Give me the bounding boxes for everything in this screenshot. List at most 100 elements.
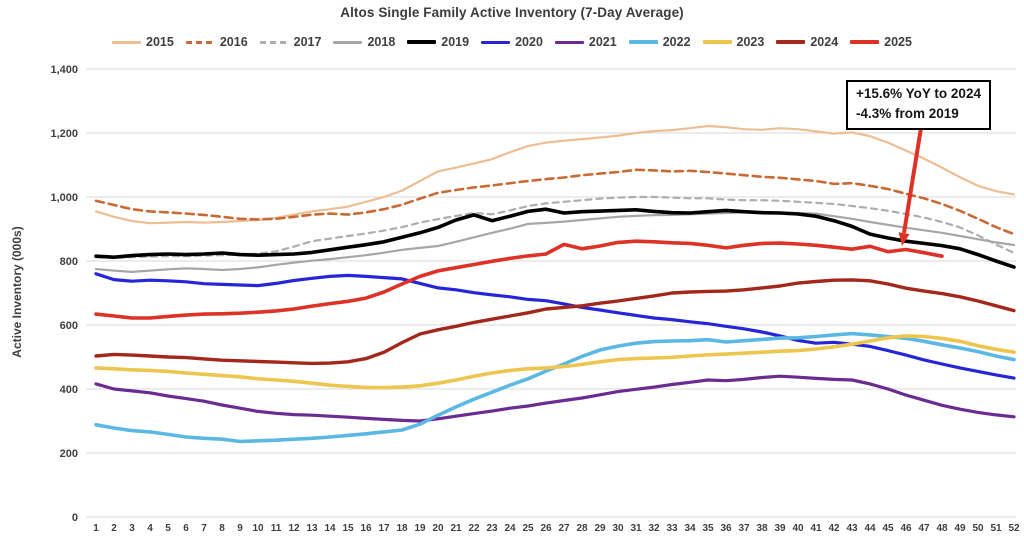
legend-item-2020: 2020	[481, 35, 543, 49]
legend-swatch-2022	[628, 40, 658, 44]
x-tick-label: 31	[630, 523, 642, 534]
x-tick-label: 21	[450, 523, 462, 534]
annotation-arrow	[902, 127, 923, 234]
x-tick-label: 52	[1008, 523, 1020, 534]
x-tick-label: 36	[720, 523, 732, 534]
x-tick-label: 41	[810, 523, 822, 534]
x-tick-label: 19	[414, 523, 426, 534]
chart-title: Altos Single Family Active Inventory (7-…	[340, 5, 684, 20]
series-line-2022	[94, 331, 1016, 444]
x-tick-label: 10	[252, 523, 264, 534]
legend-item-2022: 2022	[628, 35, 691, 49]
annotation-line-2: -4.3% from 2019	[856, 106, 959, 122]
x-tick-label: 5	[165, 523, 171, 534]
x-tick-label: 33	[666, 523, 678, 534]
legend-item-2021: 2021	[554, 35, 617, 49]
y-tick-label: 1,400	[50, 64, 78, 76]
x-tick-label: 29	[594, 523, 606, 534]
x-tick-label: 25	[522, 523, 534, 534]
legend-item-2018: 2018	[333, 35, 395, 49]
x-tick-label: 35	[702, 523, 714, 534]
x-tick-label: 30	[612, 523, 624, 534]
x-tick-label: 26	[540, 523, 552, 534]
legend-label-2023: 2023	[736, 35, 765, 49]
x-tick-label: 1	[93, 523, 99, 534]
y-tick-label: 200	[60, 448, 78, 460]
y-axis-title: Active Inventory (000s)	[10, 226, 24, 358]
y-tick-label: 600	[60, 320, 78, 332]
legend-label-2020: 2020	[515, 35, 543, 49]
x-tick-label: 27	[558, 523, 570, 534]
x-tick-label: 39	[774, 523, 786, 534]
x-tick-label: 42	[828, 523, 840, 534]
x-tick-label: 20	[432, 523, 444, 534]
legend-label-2022: 2022	[662, 35, 691, 49]
x-tick-label: 44	[864, 523, 876, 534]
annotation-line-1: +15.6% YoY to 2024	[856, 86, 981, 101]
series-line-2015	[94, 124, 1016, 225]
legend-label-2025: 2025	[884, 35, 912, 49]
legend-swatch-2023	[702, 40, 732, 44]
series-line-2021	[94, 374, 1016, 423]
series-line-2018	[94, 210, 1016, 273]
x-tick-label: 23	[486, 523, 498, 534]
x-tick-label: 17	[378, 523, 390, 534]
legend-label-2015: 2015	[146, 35, 174, 49]
x-tick-label: 8	[219, 523, 225, 534]
legend-swatch-2015	[112, 40, 142, 44]
y-tick-label: 1,000	[50, 192, 78, 204]
y-tick-label: 400	[60, 384, 78, 396]
legend-swatch-2016	[185, 40, 215, 44]
x-tick-label: 40	[792, 523, 804, 534]
annotation-arrowhead	[898, 232, 910, 246]
legend-item-2016: 2016	[185, 35, 248, 49]
legend-swatch-2018	[333, 40, 363, 44]
legend-swatch-2020	[481, 40, 511, 44]
y-tick-label: 1,200	[50, 128, 78, 140]
legend-swatch-2025	[850, 40, 880, 44]
x-tick-label: 49	[954, 523, 966, 534]
y-tick-label: 800	[60, 256, 78, 268]
legend-swatch-2024	[776, 40, 806, 44]
x-tick-label: 3	[129, 523, 135, 534]
legend-item-2019: 2019	[407, 35, 469, 49]
legend-item-2015: 2015	[112, 35, 174, 49]
x-tick-label: 18	[396, 523, 408, 534]
x-tick-label: 15	[342, 523, 354, 534]
legend: 2015 2016 2017 2018 2019 2020 2021 2022 2023 2024…	[0, 33, 1024, 51]
x-tick-label: 9	[237, 523, 243, 534]
x-tick-label: 48	[936, 523, 948, 534]
x-tick-label: 45	[882, 523, 894, 534]
x-tick-label: 32	[648, 523, 660, 534]
legend-label-2021: 2021	[588, 35, 617, 49]
x-tick-label: 11	[271, 523, 282, 534]
x-tick-label: 46	[900, 523, 912, 534]
series-line-2024	[94, 278, 1016, 366]
legend-swatch-2021	[554, 40, 584, 44]
legend-label-2017: 2017	[293, 35, 322, 49]
x-tick-label: 22	[468, 523, 480, 534]
legend-item-2025: 2025	[850, 35, 912, 49]
x-tick-label: 34	[684, 523, 696, 534]
x-tick-label: 14	[324, 523, 336, 534]
legend-label-2018: 2018	[367, 35, 396, 49]
x-tick-label: 37	[738, 523, 750, 534]
legend-label-2016: 2016	[219, 35, 248, 49]
legend-swatch-2019	[407, 40, 437, 44]
x-tick-label: 43	[846, 523, 858, 534]
series-line-2016	[94, 168, 1016, 236]
x-tick-label: 28	[576, 523, 588, 534]
x-tick-label: 38	[756, 523, 768, 534]
legend-label-2019: 2019	[441, 35, 470, 49]
x-tick-label: 50	[972, 523, 984, 534]
legend-item-2017: 2017	[259, 35, 322, 49]
legend-item-2024: 2024	[776, 35, 838, 49]
x-tick-label: 2	[111, 523, 117, 534]
x-tick-label: 51	[990, 523, 1002, 534]
x-tick-label: 24	[504, 523, 516, 534]
legend-swatch-2017	[259, 40, 289, 44]
y-tick-label: 0	[72, 512, 78, 524]
annotation-box: +15.6% YoY to 2024 -4.3% from 2019	[846, 80, 991, 130]
x-tick-label: 13	[306, 523, 318, 534]
